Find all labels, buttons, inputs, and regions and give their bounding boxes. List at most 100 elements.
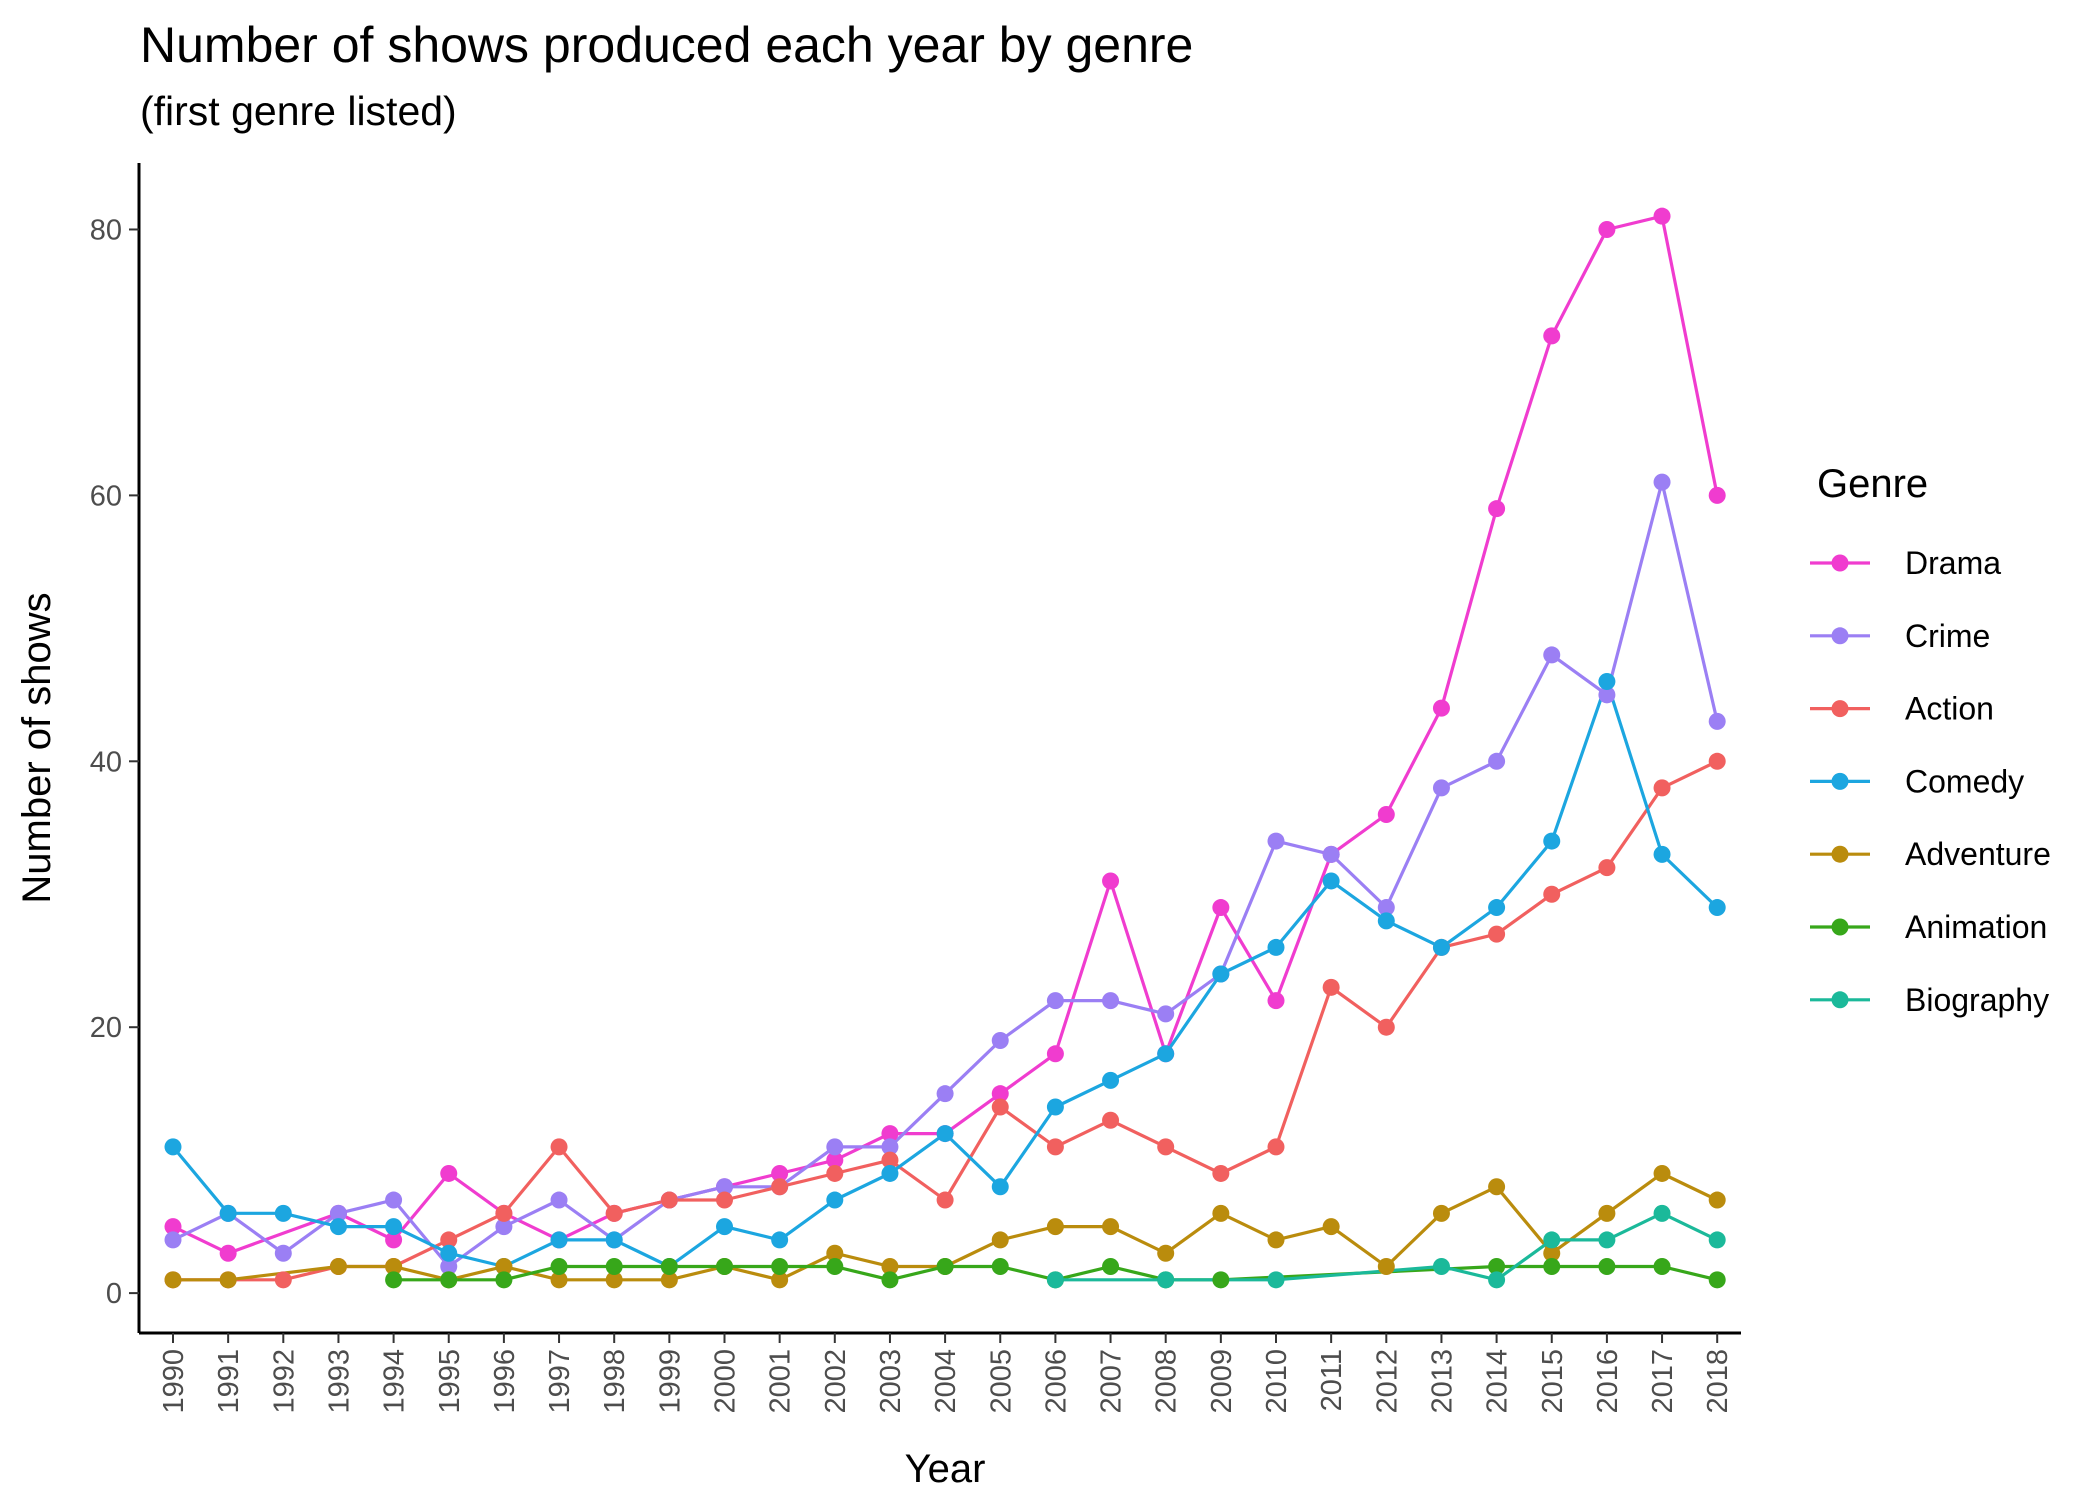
x-tick-label: 2017 — [1647, 1349, 1679, 1414]
data-point-adventure — [1046, 1218, 1064, 1236]
x-tick-label: 2016 — [1592, 1349, 1624, 1414]
data-point-adventure — [1267, 1231, 1285, 1249]
data-point-action — [660, 1191, 678, 1209]
data-point-action — [826, 1164, 844, 1182]
data-point-crime — [936, 1085, 954, 1103]
data-point-biography — [1543, 1231, 1561, 1249]
legend-key-point — [1831, 845, 1849, 863]
data-point-action — [771, 1178, 789, 1196]
data-point-biography — [1653, 1204, 1671, 1222]
x-axis-ticks: 1990 1991 1992 1993 1994 1995 1996 1997 1998 1999… — [158, 1333, 1734, 1414]
data-point-comedy — [1653, 845, 1671, 863]
data-point-biography — [1598, 1231, 1616, 1249]
data-point-comedy — [991, 1178, 1009, 1196]
data-point-crime — [1432, 779, 1450, 797]
data-point-animation — [1653, 1258, 1671, 1276]
data-point-adventure — [1543, 1244, 1561, 1262]
legend-item-crime: Crime — [1810, 618, 1990, 654]
data-point-adventure — [164, 1271, 182, 1289]
series-line-comedy — [171, 679, 1719, 1269]
data-point-comedy — [440, 1244, 458, 1262]
x-tick-label: 2010 — [1261, 1349, 1293, 1414]
data-point-comedy — [550, 1231, 568, 1249]
data-point-comedy — [1157, 1045, 1175, 1063]
data-point-adventure — [605, 1271, 623, 1289]
series-line-adventure — [173, 1171, 1718, 1282]
chart-title: Number of shows produced each year by ge… — [140, 17, 1193, 73]
legend-key-point — [1831, 991, 1849, 1009]
data-point-adventure — [1432, 1204, 1450, 1222]
x-tick-label: 1993 — [323, 1349, 355, 1414]
series-line-drama — [172, 214, 1719, 1255]
x-tick-label: 2005 — [985, 1349, 1017, 1414]
data-point-action — [1488, 925, 1506, 943]
data-point-animation — [936, 1258, 954, 1276]
y-tick-label: 0 — [106, 1278, 122, 1310]
data-point-drama — [1653, 207, 1671, 225]
x-tick-label: 2013 — [1426, 1349, 1458, 1414]
data-point-animation — [440, 1271, 458, 1289]
data-point-comedy — [1046, 1098, 1064, 1116]
data-point-animation — [1102, 1258, 1120, 1276]
data-point-drama — [164, 1218, 182, 1236]
legend-item-action: Action — [1810, 691, 1994, 727]
data-point-animation — [550, 1258, 568, 1276]
data-point-animation — [881, 1271, 899, 1289]
data-point-animation — [1598, 1258, 1616, 1276]
data-point-adventure — [1598, 1204, 1616, 1222]
data-point-comedy — [771, 1231, 789, 1249]
data-point-animation — [605, 1258, 623, 1276]
data-point-comedy — [329, 1218, 347, 1236]
data-point-crime — [881, 1138, 899, 1156]
legend-label: Comedy — [1905, 763, 2024, 799]
data-point-adventure — [771, 1271, 789, 1289]
data-point-comedy — [1322, 872, 1340, 890]
data-point-action — [1157, 1138, 1175, 1156]
series-points — [164, 207, 1726, 1289]
data-point-drama — [881, 1125, 899, 1143]
data-point-action — [495, 1204, 513, 1222]
data-point-animation — [826, 1258, 844, 1276]
series-lines — [171, 214, 1719, 1282]
data-point-adventure — [1102, 1218, 1120, 1236]
data-point-crime — [495, 1218, 513, 1236]
data-point-adventure — [1377, 1258, 1395, 1276]
data-point-adventure — [881, 1258, 899, 1276]
data-point-animation — [716, 1258, 733, 1276]
x-tick-label: 2001 — [765, 1349, 797, 1414]
data-point-comedy — [1708, 899, 1726, 917]
data-point-adventure — [1488, 1178, 1506, 1196]
x-tick-label: 2006 — [1040, 1349, 1072, 1414]
data-point-action — [1322, 978, 1340, 996]
data-point-crime — [716, 1178, 733, 1196]
data-point-crime — [1046, 992, 1064, 1010]
data-point-comedy — [385, 1218, 403, 1236]
legend-key-point — [1831, 918, 1849, 936]
data-point-action — [1543, 885, 1561, 903]
data-point-crime — [1598, 686, 1616, 704]
x-tick-label: 2002 — [820, 1349, 852, 1414]
data-point-animation — [1212, 1271, 1230, 1289]
x-tick-label: 2007 — [1096, 1349, 1128, 1414]
data-point-action — [1708, 752, 1726, 770]
data-point-adventure — [991, 1231, 1009, 1249]
legend-item-adventure: Adventure — [1810, 836, 2051, 872]
data-point-comedy — [1267, 938, 1285, 956]
x-tick-label: 1995 — [434, 1349, 466, 1414]
data-point-comedy — [1102, 1071, 1120, 1089]
data-point-drama — [1046, 1045, 1064, 1063]
data-point-drama — [385, 1231, 403, 1249]
data-point-action — [550, 1138, 568, 1156]
data-point-comedy — [1598, 673, 1616, 691]
legend-label: Drama — [1905, 545, 2001, 581]
x-tick-label: 2011 — [1316, 1349, 1348, 1411]
data-point-action — [1377, 1018, 1395, 1036]
data-point-biography — [1708, 1231, 1726, 1249]
data-point-comedy — [881, 1164, 899, 1182]
x-tick-label: 2004 — [930, 1349, 962, 1414]
legend-label: Crime — [1905, 618, 1990, 654]
x-tick-label: 1991 — [213, 1349, 245, 1414]
x-tick-label: 2003 — [875, 1349, 907, 1414]
data-point-action — [440, 1231, 458, 1249]
